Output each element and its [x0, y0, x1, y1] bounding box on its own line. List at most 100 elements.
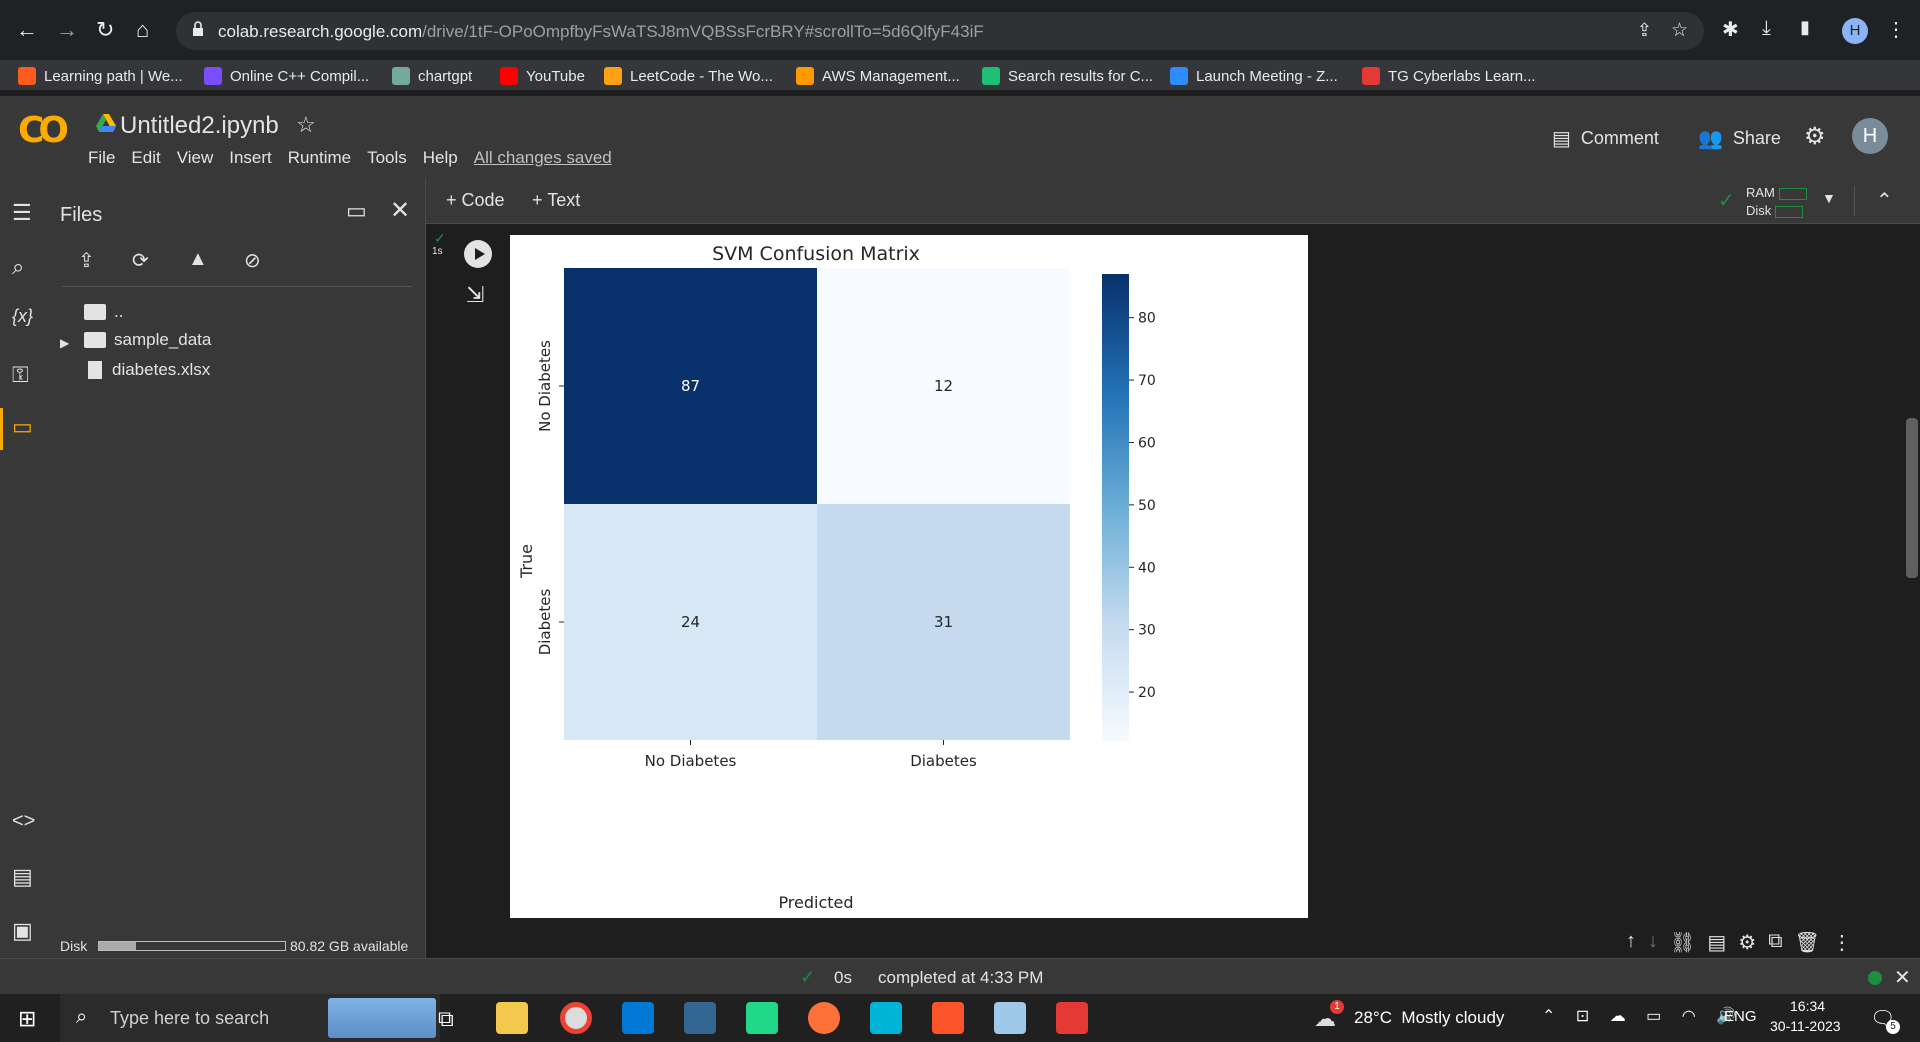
menu-edit[interactable]: Edit: [131, 148, 161, 167]
command-palette-icon[interactable]: ▤: [12, 864, 33, 889]
more-icon[interactable]: ⋮: [1831, 932, 1852, 954]
bookmark-item[interactable]: Search results for C...: [982, 67, 1153, 85]
weather-text[interactable]: 28°C Mostly cloudy: [1354, 1008, 1505, 1027]
app-icon[interactable]: [1056, 1002, 1088, 1034]
extensions-icon[interactable]: ✱: [1722, 19, 1739, 41]
move-down-icon[interactable]: ↓: [1648, 930, 1658, 952]
bookmark-item[interactable]: chartgpt: [392, 67, 472, 85]
runtime-dropdown-icon[interactable]: ▼: [1822, 190, 1836, 206]
bookmark-item[interactable]: YouTube: [500, 67, 585, 85]
file-explorer-icon[interactable]: [496, 1002, 528, 1034]
colab-logo[interactable]: CO: [18, 110, 69, 151]
move-up-icon[interactable]: ↑: [1626, 930, 1636, 952]
bookmark-item[interactable]: AWS Management...: [796, 67, 960, 85]
chart-title: SVM Confusion Matrix: [712, 243, 920, 265]
profile-avatar[interactable]: H: [1842, 18, 1868, 44]
output-actions-icon[interactable]: ⇲: [466, 282, 485, 307]
variables-icon[interactable]: {x}: [12, 306, 34, 326]
reload-icon[interactable]: ↻: [96, 17, 115, 42]
system-tray-icons[interactable]: ⌃ ⊡ ☁ ▭ ◠ 🔊: [1542, 1008, 1745, 1025]
weather-cloud-icon[interactable]: ☁: [1314, 1006, 1336, 1031]
scrollbar-thumb[interactable]: [1906, 418, 1918, 578]
add-text-button[interactable]: + Text: [532, 190, 581, 210]
search-icon[interactable]: ⌕: [12, 254, 25, 279]
disk-label: Disk: [60, 938, 88, 954]
menu-tools[interactable]: Tools: [367, 148, 407, 167]
menu-file[interactable]: File: [88, 148, 116, 167]
colorbar-tick-label: 50: [1138, 498, 1156, 514]
bookmark-item[interactable]: Online C++ Compil...: [204, 67, 369, 85]
link-icon[interactable]: ⛓: [1670, 932, 1696, 954]
cell-settings-icon[interactable]: ⚙: [1738, 932, 1757, 954]
star-icon[interactable]: ☆: [296, 112, 316, 137]
back-icon[interactable]: ←: [16, 17, 38, 42]
postgres-icon[interactable]: [684, 1002, 716, 1034]
bookmark-label: Learning path | We...: [44, 67, 183, 85]
tree-item-sample-data[interactable]: sample_data: [84, 330, 211, 350]
download-icon[interactable]: ⤓: [1762, 17, 1771, 39]
menu-view[interactable]: View: [176, 148, 214, 167]
bookmark-item[interactable]: LeetCode - The Wo...: [604, 67, 773, 85]
save-status[interactable]: All changes saved: [473, 148, 612, 167]
clock-date[interactable]: 30-11-2023: [1770, 1018, 1841, 1034]
settings-gear-icon[interactable]: ⚙: [1804, 123, 1826, 150]
table-of-contents-icon[interactable]: ☰: [12, 200, 32, 225]
bookmark-favicon-icon: [18, 67, 36, 85]
firefox-icon[interactable]: [808, 1002, 840, 1034]
resource-monitor[interactable]: RAM Disk: [1746, 184, 1807, 220]
brave-icon[interactable]: [932, 1002, 964, 1034]
app-icon[interactable]: [870, 1002, 902, 1034]
browser-menu-icon[interactable]: ⋮: [1886, 19, 1906, 41]
menu-insert[interactable]: Insert: [229, 148, 272, 167]
collapse-header-icon[interactable]: ⌃: [1876, 190, 1893, 212]
share-button[interactable]: 👥 Share: [1698, 126, 1781, 151]
file-icon: [88, 361, 102, 379]
delete-icon[interactable]: 🗑: [1794, 932, 1820, 954]
parent-dir-item[interactable]: ..: [84, 302, 123, 322]
pycharm-icon[interactable]: [746, 1002, 778, 1034]
bookmark-star-icon[interactable]: ☆: [1670, 20, 1688, 41]
upload-icon[interactable]: ⇪: [78, 250, 95, 272]
menu-runtime[interactable]: Runtime: [287, 148, 352, 167]
run-cell-button[interactable]: [464, 240, 492, 268]
close-icon[interactable]: ✕: [390, 197, 411, 224]
task-view-icon[interactable]: ⧉: [438, 1006, 454, 1031]
comment-button[interactable]: ▤ Comment: [1552, 126, 1659, 151]
mirror-cell-icon[interactable]: ⧉: [1768, 930, 1783, 952]
colorbar-tick-label: 60: [1138, 435, 1156, 451]
add-code-button[interactable]: + Code: [446, 190, 505, 210]
chrome-icon[interactable]: [560, 1002, 592, 1034]
close-status-icon[interactable]: ✕: [1894, 967, 1911, 989]
secrets-key-icon[interactable]: ⚿: [12, 362, 29, 387]
bookmark-item[interactable]: Learning path | We...: [18, 67, 183, 85]
colab-header: CO Untitled2.ipynb ☆ File Edit View Inse…: [0, 96, 1920, 178]
user-avatar[interactable]: H: [1852, 118, 1888, 154]
sidepanel-icon[interactable]: ▮: [1800, 17, 1810, 37]
menu-help[interactable]: Help: [422, 148, 458, 167]
language-indicator[interactable]: ENG: [1724, 1008, 1757, 1025]
windows-start-icon[interactable]: ⊞: [18, 1006, 37, 1031]
hide-files-icon[interactable]: ⊘: [244, 250, 261, 272]
bookmark-item[interactable]: Launch Meeting - Z...: [1170, 67, 1338, 85]
app-icon[interactable]: [994, 1002, 1026, 1034]
share-page-icon[interactable]: ⇪: [1636, 20, 1652, 40]
vscode-icon[interactable]: [622, 1002, 654, 1034]
code-snippets-icon[interactable]: <>: [12, 810, 36, 832]
taskbar-search[interactable]: ⌕ Type here to search: [60, 994, 440, 1042]
folder-icon[interactable]: ▭: [12, 414, 33, 439]
disk-usage-bar: [98, 941, 286, 951]
home-icon[interactable]: ⌂: [136, 17, 150, 42]
open-in-tab-icon[interactable]: ▭: [346, 198, 367, 223]
mount-drive-icon[interactable]: ▲: [188, 248, 208, 270]
clock-time[interactable]: 16:34: [1790, 998, 1826, 1014]
notebook-title[interactable]: Untitled2.ipynb: [120, 112, 279, 139]
tree-item-diabetes-xlsx[interactable]: diabetes.xlsx: [88, 360, 210, 380]
exec-time: 1s: [432, 246, 443, 257]
bookmark-item[interactable]: TG Cyberlabs Learn...: [1362, 67, 1536, 85]
expand-arrow-icon[interactable]: ▶: [60, 336, 70, 350]
forward-icon[interactable]: →: [56, 17, 78, 42]
address-bar[interactable]: colab.research.google.com/drive/1tF-OPoO…: [176, 12, 1704, 50]
terminal-icon[interactable]: ▣: [12, 918, 33, 943]
comment-cell-icon[interactable]: ▤: [1707, 932, 1727, 954]
refresh-folder-icon[interactable]: ⟳: [132, 250, 149, 272]
